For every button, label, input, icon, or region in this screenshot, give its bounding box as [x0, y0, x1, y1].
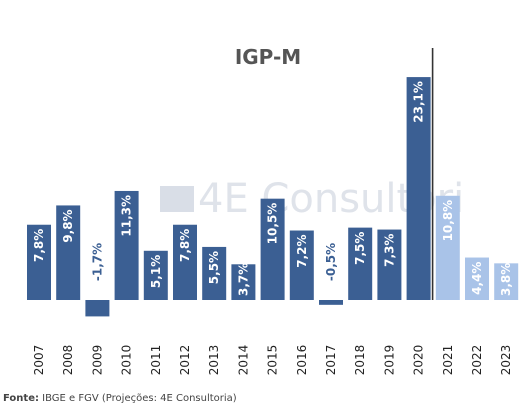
year-label-2008: 2008	[61, 345, 75, 376]
value-label-2015: 10,5%	[266, 203, 280, 245]
value-label-2016: 7,2%	[295, 235, 309, 268]
bar-2011	[143, 250, 168, 300]
igpm-chart: 4E Consultori IGP-M 7,8%20079,8%2008-1,7…	[27, 45, 519, 376]
bar-2010	[114, 190, 139, 300]
year-label-2010: 2010	[120, 345, 134, 376]
bar-2018	[348, 227, 373, 300]
value-label-2020: 23,1%	[412, 81, 426, 123]
source-text: IBGE e FGV (Projeções: 4E Consultoria)	[42, 393, 237, 404]
year-label-2021: 2021	[441, 345, 455, 376]
value-label-2007: 7,8%	[32, 229, 46, 262]
year-label-2011: 2011	[149, 345, 163, 376]
year-label-2023: 2023	[499, 345, 513, 376]
bar-2017	[319, 300, 343, 305]
value-label-2018: 7,5%	[353, 232, 367, 265]
bar-2012	[173, 224, 197, 300]
bar-2007	[27, 224, 51, 300]
year-label-2016: 2016	[295, 345, 309, 376]
year-label-2009: 2009	[90, 345, 104, 376]
bar-2008	[56, 205, 81, 300]
year-label-2014: 2014	[236, 345, 250, 376]
value-label-2014: 3,7%	[236, 263, 250, 296]
chart-title: IGP-M	[235, 45, 301, 69]
bar-2019	[377, 229, 402, 300]
source-label: Fonte:	[3, 393, 39, 404]
value-label-2008: 9,8%	[61, 209, 75, 242]
year-label-2013: 2013	[207, 345, 221, 376]
value-label-2010: 11,3%	[120, 195, 134, 237]
value-label-2012: 7,8%	[178, 229, 192, 262]
bar-2016	[289, 230, 314, 300]
year-label-2017: 2017	[324, 345, 338, 376]
bar-2009	[85, 300, 110, 317]
value-label-2017: -0,5%	[324, 243, 338, 281]
bar-2015	[260, 198, 285, 300]
value-label-2023: 3,8%	[499, 263, 513, 296]
year-label-2022: 2022	[470, 345, 484, 376]
bar-2020	[406, 77, 431, 301]
year-label-2007: 2007	[32, 345, 46, 376]
year-label-2020: 2020	[412, 345, 426, 376]
bar-2021	[435, 195, 460, 300]
value-label-2011: 5,1%	[149, 255, 163, 288]
bar-2022	[465, 257, 489, 300]
value-label-2009: -1,7%	[90, 243, 104, 281]
value-label-2019: 7,3%	[382, 234, 396, 267]
value-label-2022: 4,4%	[470, 262, 484, 295]
source-note: Fonte: IBGE e FGV (Projeções: 4E Consult…	[3, 393, 237, 404]
value-label-2021: 10,8%	[441, 200, 455, 242]
year-label-2019: 2019	[382, 345, 396, 376]
bar-2014	[231, 264, 256, 300]
year-label-2015: 2015	[266, 345, 280, 376]
bar-2013	[202, 246, 227, 300]
year-label-2018: 2018	[353, 345, 367, 376]
year-label-2012: 2012	[178, 345, 192, 376]
value-label-2013: 5,5%	[207, 251, 221, 284]
bar-2023	[494, 263, 519, 300]
watermark-logo-mark	[160, 186, 194, 212]
